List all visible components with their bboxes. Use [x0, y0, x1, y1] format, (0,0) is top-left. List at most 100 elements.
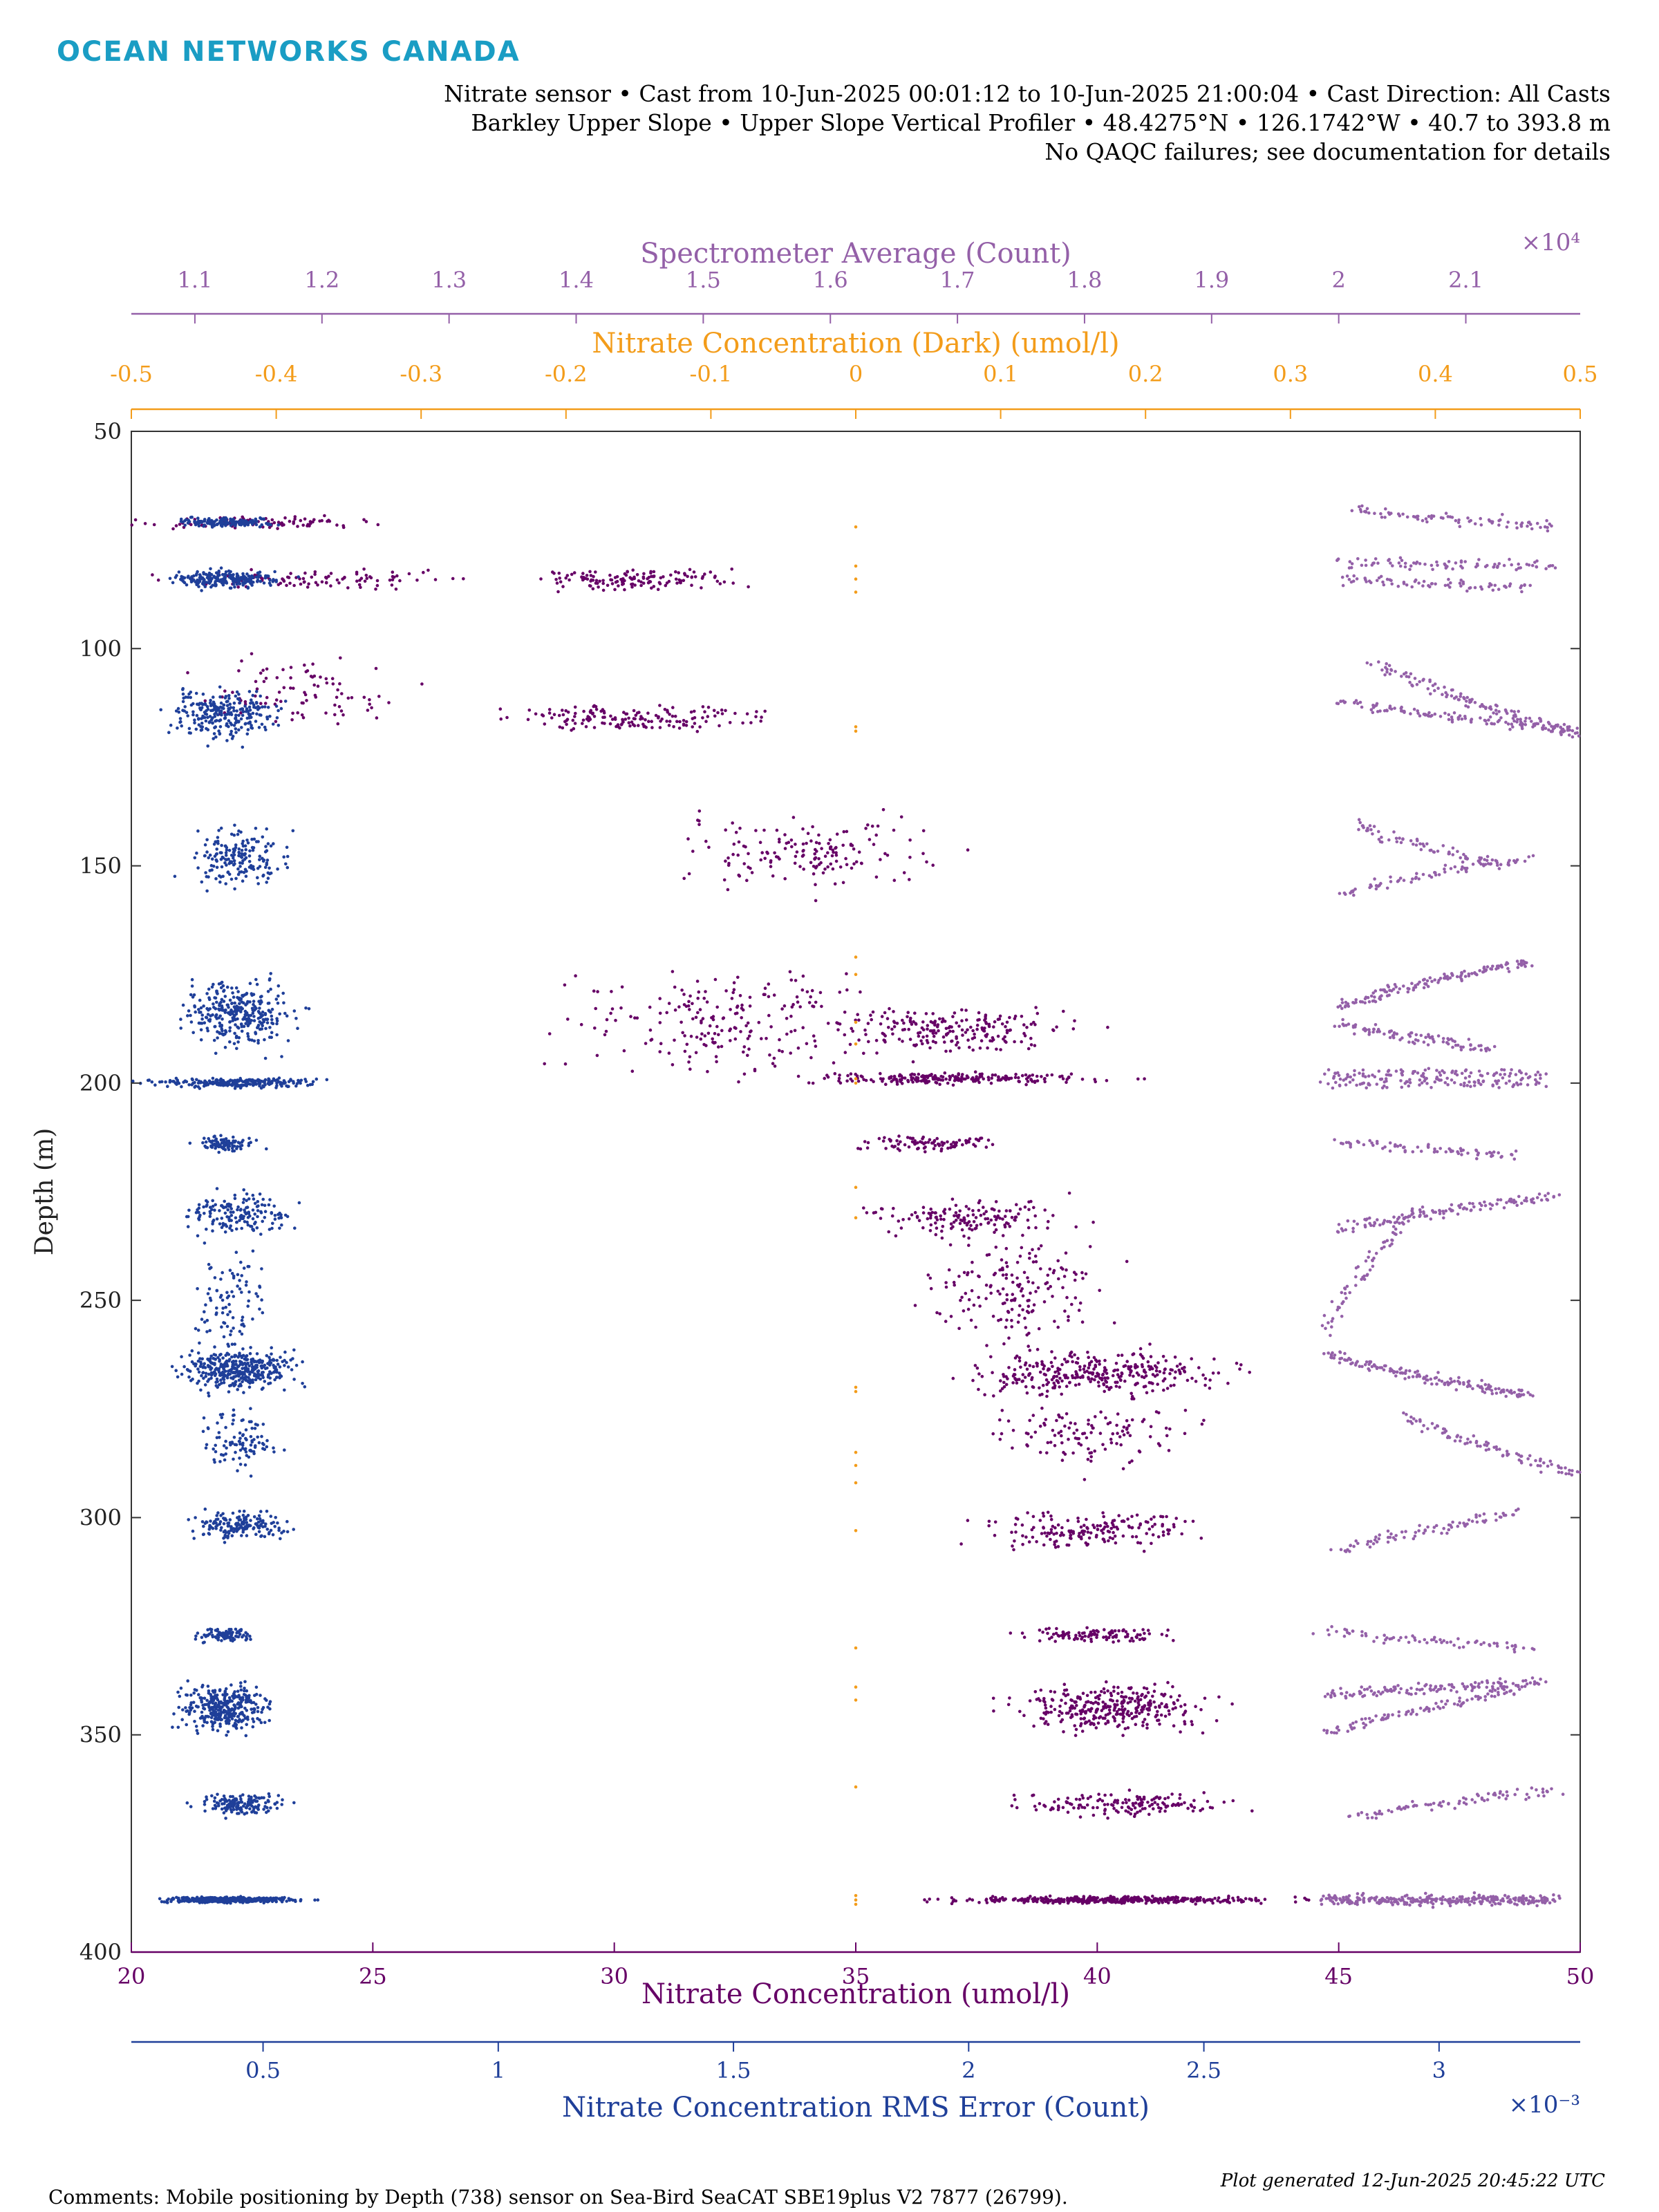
- data-point: [199, 1028, 203, 1032]
- data-point: [1097, 1384, 1100, 1388]
- data-point: [650, 726, 654, 729]
- data-point: [1183, 1370, 1187, 1374]
- data-point: [207, 997, 212, 1002]
- data-point: [216, 572, 221, 576]
- data-point: [270, 518, 274, 522]
- data-point: [1111, 1374, 1115, 1378]
- data-point: [1062, 1374, 1067, 1377]
- data-point: [1183, 1709, 1188, 1713]
- data-point: [998, 1292, 1002, 1296]
- data-point: [1053, 1543, 1056, 1546]
- data-point: [1000, 1409, 1004, 1412]
- data-point: [687, 1000, 691, 1004]
- data-point: [1162, 1371, 1166, 1375]
- data-point: [999, 1389, 1002, 1393]
- data-point: [805, 841, 808, 845]
- data-point: [264, 574, 268, 579]
- data-point: [1217, 1896, 1221, 1900]
- data-point: [203, 1212, 206, 1215]
- data-point: [171, 527, 175, 531]
- data-point: [1147, 1380, 1152, 1385]
- data-point: [641, 577, 646, 580]
- data-point: [336, 688, 339, 692]
- data-point: [247, 1141, 251, 1145]
- data-point: [241, 1138, 245, 1142]
- data-point: [215, 523, 219, 527]
- data-point: [234, 727, 238, 731]
- data-point: [938, 1312, 941, 1315]
- data-point: [241, 1201, 245, 1204]
- data-point: [238, 1141, 242, 1145]
- data-point: [1201, 1373, 1205, 1377]
- data-point: [841, 881, 845, 885]
- data-point: [617, 584, 620, 588]
- data-point: [190, 984, 194, 988]
- data-point: [1152, 1700, 1156, 1704]
- data-point: [849, 843, 853, 847]
- data-point: [568, 578, 571, 582]
- data-point: [999, 1048, 1002, 1051]
- data-point: [216, 579, 220, 582]
- data-point: [1150, 1900, 1154, 1903]
- data-point: [867, 1040, 870, 1044]
- data-point: [259, 713, 263, 717]
- data-point: [835, 832, 839, 836]
- data-point: [951, 1083, 955, 1087]
- data-point: [213, 854, 217, 858]
- data-point: [201, 692, 205, 696]
- data-point: [1127, 1798, 1131, 1802]
- data-point: [1148, 1342, 1152, 1346]
- data-point: [256, 578, 260, 582]
- data-point: [260, 523, 264, 527]
- data-point: [796, 1000, 800, 1004]
- data-point: [1138, 1809, 1142, 1813]
- data-point: [368, 702, 371, 706]
- data-point: [769, 865, 773, 868]
- data-point: [884, 1082, 888, 1086]
- data-point: [695, 729, 700, 733]
- data-point: [778, 1049, 781, 1052]
- data-point: [732, 842, 736, 846]
- data-point: [631, 568, 635, 572]
- data-point: [216, 839, 220, 843]
- data-point: [244, 722, 247, 726]
- data-point: [937, 1029, 940, 1033]
- data-point: [754, 715, 758, 719]
- data-point: [845, 1079, 849, 1083]
- data-point: [996, 1034, 1000, 1038]
- data-point: [1038, 1386, 1041, 1390]
- data-point: [243, 700, 247, 704]
- data-point: [650, 586, 653, 590]
- data-point: [1013, 1014, 1018, 1018]
- data-point: [276, 984, 281, 988]
- data-point: [967, 1220, 971, 1224]
- data-point: [1103, 1366, 1107, 1369]
- data-point: [993, 1020, 997, 1024]
- data-point: [1049, 1530, 1053, 1535]
- data-point: [196, 1085, 200, 1089]
- data-point: [193, 721, 196, 724]
- data-point: [1112, 1369, 1116, 1373]
- data-point: [232, 833, 236, 837]
- data-point: [276, 583, 281, 587]
- data-point: [259, 999, 263, 1002]
- data-point: [991, 1432, 995, 1436]
- data-point: [1032, 1303, 1036, 1306]
- data-point: [1076, 1376, 1080, 1379]
- data-point: [196, 516, 200, 520]
- data-point: [997, 1017, 1002, 1021]
- data-point: [1001, 1076, 1005, 1080]
- data-point: [923, 1074, 927, 1078]
- data-point: [219, 566, 223, 570]
- data-point: [695, 980, 700, 983]
- data-point: [954, 1203, 958, 1208]
- data-point: [1094, 1690, 1097, 1694]
- data-point: [1047, 1627, 1051, 1630]
- data-point: [282, 1001, 285, 1005]
- data-point: [1062, 1683, 1067, 1686]
- data-point: [965, 1223, 969, 1227]
- data-point: [767, 1013, 771, 1018]
- data-point: [1140, 1694, 1143, 1698]
- data-point: [1042, 1367, 1045, 1371]
- data-point: [1057, 1371, 1061, 1376]
